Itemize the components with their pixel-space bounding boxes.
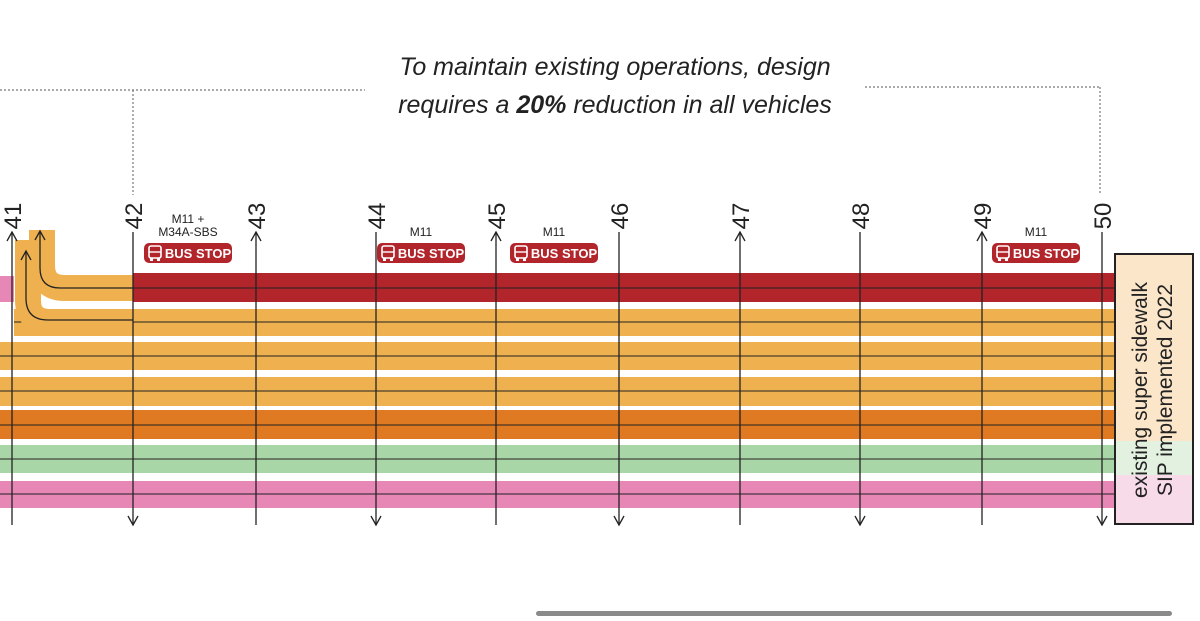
turn-arrow-inner (25, 252, 133, 321)
bus-stop-42: M11 +M34A-SBS BUS STOP (144, 212, 232, 263)
bus-stops-layer: M11 +M34A-SBS BUS STOP M11 BUS STOP M11 BUS S… (144, 212, 1080, 263)
bus-stop-label: BUS STOP (531, 246, 598, 261)
street-label-42: 42 (121, 203, 148, 230)
note-bg-pink (1116, 475, 1192, 523)
street-label-50: 50 (1090, 203, 1117, 230)
lane-general (0, 356, 1114, 370)
caption-line-2: requires a 20% reduction in all vehicles (330, 86, 900, 124)
lane-bike (0, 459, 1114, 473)
bus-icon (996, 245, 1010, 261)
street-arrow-up (250, 230, 262, 242)
bus-stop-label: BUS STOP (1013, 246, 1080, 261)
caption-suffix: reduction in all vehicles (566, 91, 832, 119)
horizontal-scrollbar[interactable] (536, 611, 1172, 616)
bus-icon (381, 245, 395, 261)
note-text: existing super sidewalk SIP implemented … (1128, 282, 1178, 498)
turn-arrow-outer (39, 232, 133, 289)
bus-stop-badge (377, 243, 465, 263)
street-label-46: 46 (607, 203, 634, 230)
caption-line-1: To maintain existing operations, design (399, 53, 831, 81)
bus-route-label: M11 (410, 225, 433, 239)
street-arrow-down (854, 515, 866, 527)
lane-pedestrian (0, 481, 1114, 494)
bus-route-label: M11 (543, 225, 566, 239)
bus-stop-badge (510, 243, 598, 263)
note-line-2: SIP implemented 2022 (1154, 283, 1177, 497)
street-arrow-up (490, 230, 502, 242)
caption: To maintain existing operations, design … (330, 48, 900, 124)
note-bg-orange (1116, 255, 1192, 441)
street-arrow-down (1096, 515, 1108, 527)
turn-lane-outer (29, 230, 133, 301)
caption-bracket (0, 86, 1101, 195)
lane-pedestrian (0, 494, 1114, 508)
lane-bike (0, 445, 1114, 459)
bus-stop-badge (144, 243, 232, 263)
street-arrow-down (127, 515, 139, 527)
bus-stop-49: M11 BUS STOP (992, 225, 1080, 263)
bus-stop-label: BUS STOP (398, 246, 465, 261)
street-label-45: 45 (484, 203, 511, 230)
street-arrow-down (613, 515, 625, 527)
bus-icon (514, 245, 528, 261)
bus-route-label: M11 (1025, 225, 1048, 239)
super-sidewalk-note: existing super sidewalk SIP implemented … (1114, 253, 1194, 525)
lane-general (0, 342, 1114, 356)
street-label-47: 47 (728, 203, 755, 230)
street-arrow-up (976, 230, 988, 242)
pedestrian-stub (0, 276, 14, 302)
street-label-48: 48 (848, 203, 875, 230)
street-arrow-up (6, 230, 18, 242)
street-arrow-up (734, 230, 746, 242)
bus-stop-45: M11 BUS STOP (510, 225, 598, 263)
bus-icon (148, 245, 162, 261)
street-arrow-down (370, 515, 382, 527)
turn-lanes (15, 229, 133, 335)
street-label-41: 41 (0, 203, 27, 230)
lanes-layer (0, 273, 1114, 508)
street-label-49: 49 (970, 203, 997, 230)
turn-arrowhead-inner (20, 249, 32, 261)
streets-layer: 41 42 43 44 45 46 47 48 49 50 (0, 203, 1117, 527)
caption-prefix: requires a (398, 91, 517, 119)
bus-route-label: M11 + (172, 212, 205, 226)
bus-route-label: M34A-SBS (158, 225, 217, 239)
bus-stop-44: M11 BUS STOP (377, 225, 465, 263)
note-line-1: existing super sidewalk (1129, 282, 1152, 498)
street-label-43: 43 (244, 203, 271, 230)
note-bg-green (1116, 441, 1192, 475)
street-label-44: 44 (364, 203, 391, 230)
bus-stop-label: BUS STOP (165, 246, 232, 261)
turn-arrowhead-outer (34, 229, 46, 241)
caption-percent: 20% (516, 91, 567, 119)
bus-stop-badge (992, 243, 1080, 263)
